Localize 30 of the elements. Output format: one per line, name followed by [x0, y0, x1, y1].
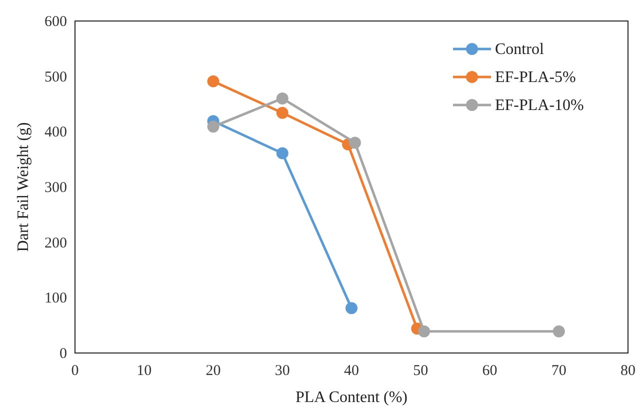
y-axis-title: Dart Fail Weight (g)	[15, 122, 32, 252]
point	[207, 75, 220, 88]
legend-label: EF-PLA-10%	[495, 97, 584, 114]
x-tick-label: 60	[482, 363, 498, 379]
point	[348, 136, 361, 149]
legend-label: Control	[495, 41, 544, 58]
x-tick-label: 10	[136, 363, 152, 379]
point	[346, 302, 358, 314]
point	[276, 147, 288, 160]
point	[552, 325, 565, 338]
x-tick-label: 70	[551, 363, 566, 379]
x-tick-label: 30	[274, 363, 290, 379]
x-tick-label: 80	[620, 363, 636, 379]
point	[276, 106, 288, 119]
y-tick-label: 400	[44, 124, 67, 141]
x-tick-label: 40	[344, 363, 359, 379]
x-tick-label: 50	[413, 363, 428, 379]
y-tick-label: 100	[44, 290, 67, 307]
y-tick-label: 0	[60, 346, 67, 362]
x-tick-label: 0	[71, 363, 79, 379]
x-tick-label: 20	[206, 363, 221, 379]
y-tick-label: 200	[44, 235, 67, 252]
y-tick-label: 300	[44, 180, 67, 196]
y-tick-label: 500	[44, 69, 67, 86]
point	[207, 120, 220, 133]
y-tick-label: 600	[44, 14, 67, 30]
point	[276, 92, 288, 104]
legend-label: EF-PLA-5%	[495, 69, 576, 86]
point	[418, 325, 430, 338]
x-axis-title: PLA Content (%)	[296, 389, 408, 406]
